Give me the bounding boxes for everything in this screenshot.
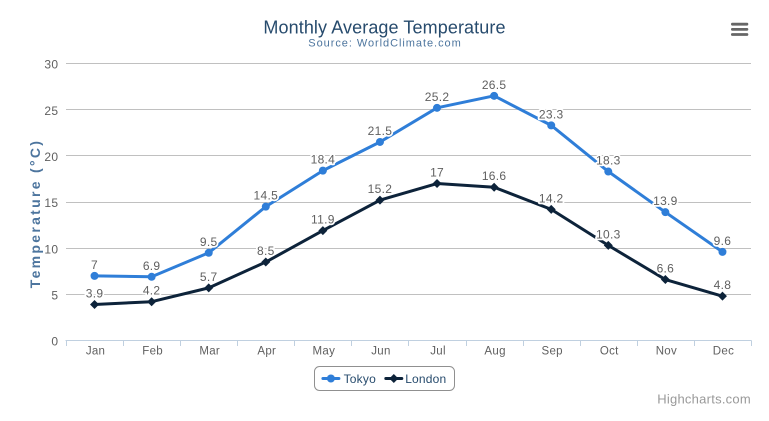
svg-text:Jul: Jul — [430, 345, 446, 357]
svg-text:6.9: 6.9 — [143, 259, 161, 273]
svg-text:17: 17 — [430, 166, 444, 180]
svg-text:10: 10 — [44, 242, 58, 256]
svg-text:9.6: 9.6 — [714, 234, 732, 248]
svg-text:Oct: Oct — [600, 345, 619, 357]
svg-text:Nov: Nov — [656, 345, 677, 357]
svg-text:16.6: 16.6 — [482, 169, 507, 183]
svg-text:20: 20 — [44, 150, 58, 164]
svg-text:London: London — [405, 372, 446, 386]
svg-text:5.7: 5.7 — [200, 270, 218, 284]
svg-text:Jun: Jun — [371, 345, 390, 357]
svg-text:25.2: 25.2 — [425, 90, 450, 104]
svg-text:Monthly Average Temperature: Monthly Average Temperature — [263, 17, 505, 37]
svg-text:3.9: 3.9 — [86, 286, 104, 300]
svg-text:7: 7 — [91, 258, 98, 272]
svg-text:May: May — [313, 345, 336, 357]
svg-text:Dec: Dec — [713, 345, 734, 357]
svg-text:21.5: 21.5 — [368, 124, 393, 138]
svg-text:Source: WorldClimate.com: Source: WorldClimate.com — [308, 38, 461, 50]
svg-text:30: 30 — [44, 58, 58, 72]
svg-text:11.9: 11.9 — [311, 213, 335, 227]
svg-text:15.2: 15.2 — [368, 182, 393, 196]
svg-text:6.6: 6.6 — [657, 262, 675, 276]
svg-text:10.3: 10.3 — [596, 227, 621, 241]
svg-text:4.2: 4.2 — [143, 284, 161, 298]
svg-text:26.5: 26.5 — [482, 78, 507, 92]
svg-text:14.2: 14.2 — [539, 191, 564, 205]
svg-text:18.3: 18.3 — [596, 154, 621, 168]
svg-text:14.5: 14.5 — [254, 189, 279, 203]
svg-text:Tokyo: Tokyo — [344, 372, 376, 386]
svg-text:23.3: 23.3 — [539, 107, 564, 121]
svg-text:8.5: 8.5 — [257, 244, 275, 258]
svg-text:Highcharts.com: Highcharts.com — [657, 392, 751, 407]
svg-text:Aug: Aug — [484, 345, 505, 357]
svg-text:0: 0 — [51, 335, 58, 349]
svg-text:Apr: Apr — [257, 345, 276, 357]
svg-text:Temperature (°C): Temperature (°C) — [27, 139, 43, 289]
svg-text:Jan: Jan — [86, 345, 105, 357]
svg-text:15: 15 — [44, 196, 58, 210]
svg-text:Feb: Feb — [142, 345, 163, 357]
svg-text:9.5: 9.5 — [200, 235, 218, 249]
svg-text:4.8: 4.8 — [714, 278, 732, 292]
svg-text:5: 5 — [51, 289, 58, 303]
svg-text:13.9: 13.9 — [653, 194, 678, 208]
svg-text:Mar: Mar — [199, 345, 220, 357]
svg-text:25: 25 — [44, 104, 58, 118]
svg-text:Sep: Sep — [542, 345, 563, 357]
svg-text:18.4: 18.4 — [311, 153, 336, 167]
